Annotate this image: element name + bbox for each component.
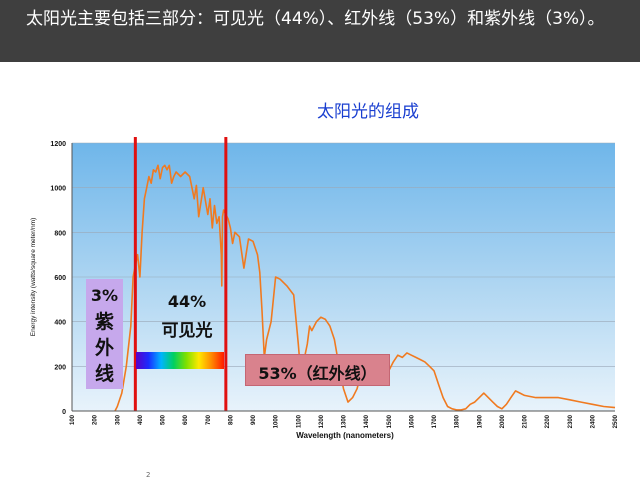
uv-label-char: 线 <box>94 363 114 385</box>
y-tick-label: 0 <box>62 409 66 416</box>
visible-percentage: 44% <box>167 292 207 311</box>
x-tick-label: 1100 <box>296 414 302 428</box>
x-tick-label: 1600 <box>409 414 415 428</box>
ir-annotation-box <box>245 354 390 386</box>
x-tick-label: 800 <box>228 414 234 425</box>
x-tick-label: 1400 <box>364 414 370 428</box>
uv-annotation-box <box>86 279 123 389</box>
x-tick-labels: 100 200 300 400 500 600 700 800 900 1000 1100 1200 1… <box>70 414 619 428</box>
chart-title: 太阳光的组成 <box>317 102 419 122</box>
x-tick-label: 2000 <box>500 414 506 428</box>
x-axis-label: Wavelength (nanometers) <box>296 431 394 440</box>
y-axis-label: Energy intensity (watts/square meter/nm) <box>30 218 37 337</box>
y-tick-label: 400 <box>54 320 66 327</box>
x-tick-label: 100 <box>70 414 76 425</box>
y-tick-label: 600 <box>54 275 66 282</box>
x-tick-label: 200 <box>93 414 99 425</box>
x-tick-label: 1000 <box>274 414 280 428</box>
x-tick-label: 2500 <box>613 414 619 428</box>
ir-label: 53%（红外线） <box>258 364 377 383</box>
x-tick-label: 2100 <box>523 414 529 428</box>
page-number: 2 <box>146 471 151 479</box>
y-tick-label: 1200 <box>50 141 66 148</box>
x-tick-label: 400 <box>138 414 144 425</box>
x-tick-label: 1700 <box>432 414 438 428</box>
header-text: 太阳光主要包括三部分：可见光（44%）、红外线（53%）和紫外线（3%）。 <box>26 9 605 29</box>
x-tick-label: 2300 <box>568 414 574 428</box>
uv-label: 紫外线 <box>86 309 123 387</box>
x-tick-label: 1200 <box>319 414 325 428</box>
uv-percentage: 3% <box>90 286 119 305</box>
irradiance-curve <box>114 164 616 412</box>
x-tick-label: 600 <box>183 414 189 425</box>
x-tick-label: 1500 <box>387 414 393 428</box>
slide-header: 太阳光主要包括三部分：可见光（44%）、红外线（53%）和紫外线（3%）。 <box>0 0 640 62</box>
x-tick-label: 1300 <box>342 414 348 428</box>
x-tick-label: 300 <box>115 414 121 425</box>
y-tick-label: 800 <box>54 230 66 237</box>
y-tick-label: 200 <box>54 364 66 371</box>
x-tick-label: 1900 <box>477 414 483 428</box>
x-tick-label: 2400 <box>590 414 596 428</box>
uv-label-char: 紫 <box>94 311 114 333</box>
y-tick-labels: 0 200 400 600 800 1000 1200 <box>50 141 66 416</box>
x-tick-label: 1800 <box>455 414 461 428</box>
x-tick-label: 700 <box>206 414 212 425</box>
x-tick-label: 500 <box>161 414 167 425</box>
visible-spectrum-bar <box>136 352 224 369</box>
visible-label: 可见光 <box>161 321 213 341</box>
x-tick-label: 900 <box>251 414 257 425</box>
y-tick-label: 1000 <box>50 186 66 193</box>
x-tick-label: 2200 <box>545 414 551 428</box>
uv-label-char: 外 <box>94 337 114 359</box>
